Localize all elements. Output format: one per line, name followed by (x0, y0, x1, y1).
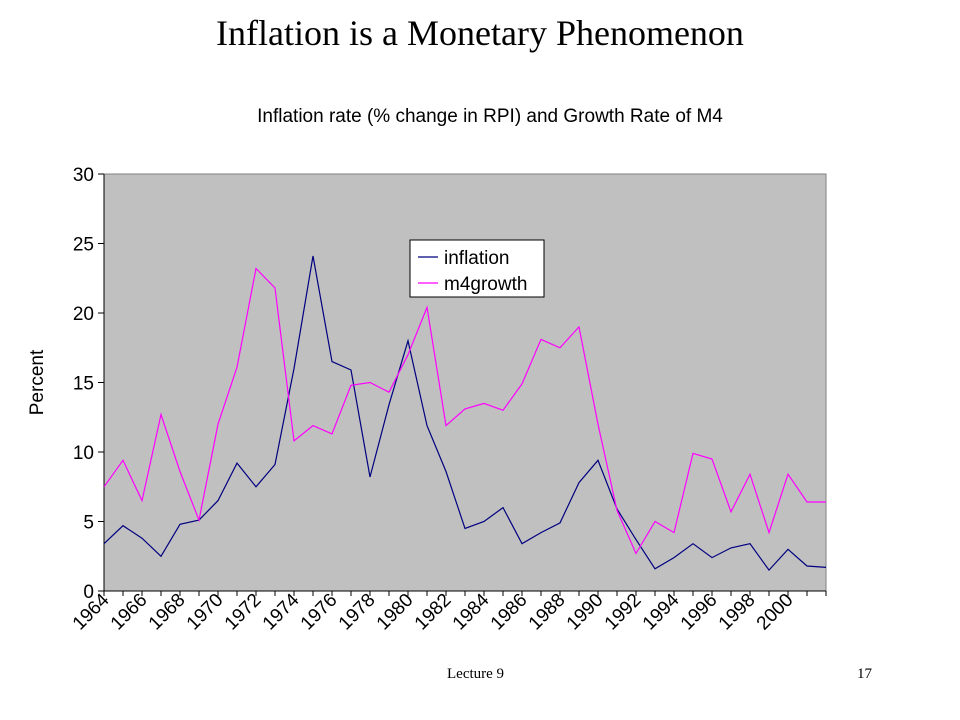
y-tick-label: 25 (73, 235, 94, 256)
x-tick-label: 1976 (297, 590, 342, 635)
footer-lecture: Lecture 9 (447, 666, 505, 682)
y-axis-label: Percent (27, 349, 48, 415)
x-tick-label: 1990 (563, 590, 608, 635)
x-tick-label: 1966 (107, 590, 152, 635)
x-tick-label: 1998 (715, 590, 760, 635)
series-line-m4growth (103, 267, 826, 555)
x-tick-label: 1994 (639, 589, 684, 634)
y-tick-label: 15 (73, 374, 94, 395)
series-layer (103, 255, 827, 572)
x-tick-label: 1982 (411, 590, 456, 635)
x-tick-label: 1992 (601, 590, 646, 635)
x-axis: 1964196619681970197219741976197819801982… (69, 589, 827, 635)
x-tick-label: 1984 (449, 589, 494, 634)
y-axis: 0 5 10 15 20 25 30 (73, 165, 105, 603)
y-tick-label: 5 (83, 513, 94, 534)
x-tick-label: 1978 (335, 590, 380, 635)
legend: inflation m4growth (409, 239, 545, 298)
x-tick-label: 1974 (259, 589, 304, 634)
x-tick-label: 1968 (145, 590, 190, 635)
x-tick-label: 1986 (487, 590, 532, 635)
x-tick-label: 1970 (183, 590, 228, 635)
series-line-inflation (103, 255, 827, 572)
x-tick-label: 1972 (221, 590, 266, 635)
slide-title: Inflation is a Monetary Phenomenon (216, 13, 744, 53)
x-tick-label: 1980 (373, 590, 418, 635)
y-tick-label: 30 (73, 165, 94, 186)
y-tick-label: 0 (83, 582, 94, 603)
footer-page-number: 17 (857, 666, 872, 682)
legend-label-inflation: inflation (444, 248, 510, 269)
legend-label-m4growth: m4growth (444, 274, 527, 295)
chart-title: Inflation rate (% change in RPI) and Gro… (257, 106, 723, 127)
x-tick-label: 2000 (753, 590, 798, 635)
y-tick-label: 20 (73, 304, 94, 325)
legend-box (409, 239, 545, 298)
x-tick-label: 1964 (69, 589, 114, 634)
x-tick-label: 1996 (677, 590, 722, 635)
y-tick-label: 10 (73, 443, 94, 464)
x-tick-label: 1988 (525, 590, 570, 635)
